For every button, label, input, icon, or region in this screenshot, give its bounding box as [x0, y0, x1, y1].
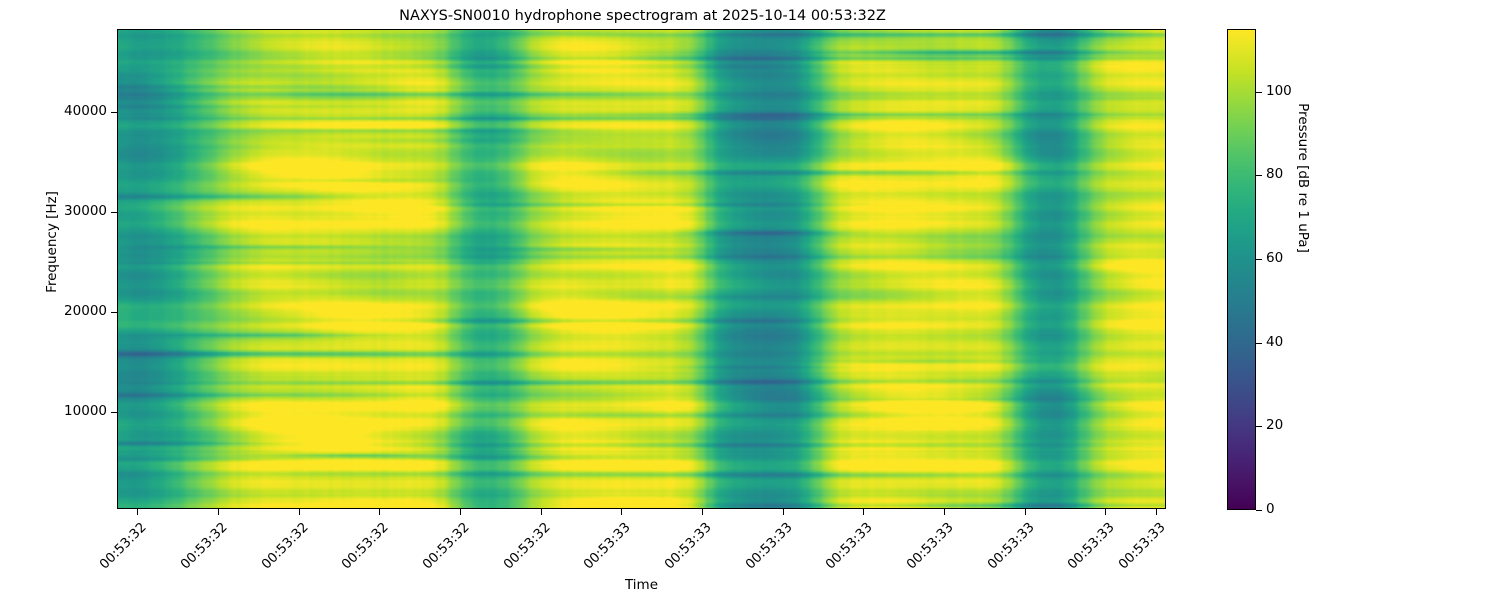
x-tick-mark: [863, 509, 865, 515]
x-tick-mark: [621, 509, 623, 515]
x-tick-mark: [702, 509, 704, 515]
colorbar-tick-mark: [1256, 91, 1262, 93]
y-tick-label: 40000: [64, 102, 107, 119]
x-axis-label: Time: [624, 577, 659, 593]
y-tick-mark: [111, 312, 117, 313]
colorbar-tick-label: 0: [1266, 501, 1275, 517]
spectrogram-image: [118, 30, 1165, 508]
x-tick-mark: [298, 509, 300, 515]
colorbar-tick-label: 20: [1266, 417, 1284, 434]
colorbar-tick-label: 60: [1266, 250, 1284, 267]
x-tick-label: 00:53:33: [1116, 520, 1169, 573]
spectrogram-plot-area[interactable]: [117, 29, 1166, 509]
x-tick-label: 00:53:32: [500, 520, 554, 573]
y-tick-label: 20000: [64, 303, 107, 319]
x-tick-label: 00:53:32: [178, 520, 231, 573]
x-tick-label: 00:53:33: [662, 520, 715, 573]
colorbar-tick-label: 40: [1266, 333, 1284, 350]
colorbar-gradient: [1228, 30, 1255, 509]
x-tick-mark: [1024, 509, 1026, 515]
y-tick-mark: [111, 211, 117, 213]
x-tick-label: 00:53:33: [984, 520, 1038, 573]
page-title: NAXYS-SN0010 hydrophone spectrogram at 2…: [399, 8, 886, 24]
colorbar-label: Pressure [dB re 1 uPa]: [1295, 103, 1311, 253]
colorbar-tick-label: 100: [1266, 82, 1292, 99]
colorbar[interactable]: [1227, 29, 1256, 510]
colorbar-tick-mark: [1256, 259, 1262, 261]
x-tick-mark: [217, 509, 219, 515]
x-tick-label: 00:53:33: [1065, 520, 1119, 573]
x-tick-label: 00:53:33: [742, 520, 796, 573]
x-tick-mark: [540, 509, 542, 515]
colorbar-tick-mark: [1256, 510, 1262, 511]
x-tick-label: 00:53:33: [581, 520, 634, 573]
y-tick-label: 30000: [64, 202, 107, 219]
colorbar-tick-mark: [1256, 426, 1262, 428]
y-tick-mark: [111, 411, 117, 413]
x-tick-label: 00:53:32: [339, 520, 392, 573]
colorbar-tick-label: 80: [1266, 166, 1284, 183]
x-tick-label: 00:53:32: [97, 520, 150, 573]
colorbar-tick-mark: [1256, 342, 1262, 344]
x-tick-mark: [379, 509, 381, 515]
colorbar-tick-mark: [1256, 175, 1262, 177]
x-tick-label: 00:53:32: [258, 520, 312, 573]
y-tick-mark: [111, 111, 117, 113]
x-tick-label: 00:53:33: [904, 520, 957, 573]
x-tick-mark: [1155, 509, 1157, 515]
x-tick-label: 00:53:33: [823, 520, 876, 573]
y-tick-label: 10000: [64, 402, 107, 419]
x-tick-mark: [944, 509, 946, 515]
spectrogram-figure: NAXYS-SN0010 hydrophone spectrogram at 2…: [44, 8, 1311, 593]
x-tick-label: 00:53:32: [420, 520, 473, 573]
x-tick-mark: [782, 509, 784, 515]
x-tick-mark: [459, 509, 461, 515]
x-tick-mark: [137, 509, 139, 515]
x-tick-mark: [1105, 509, 1107, 515]
